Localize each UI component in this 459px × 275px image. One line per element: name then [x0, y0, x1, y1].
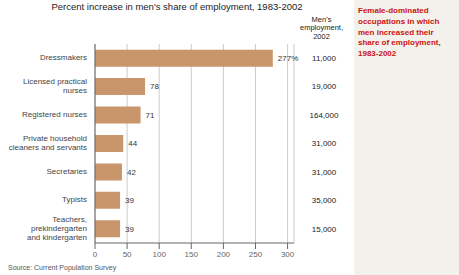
svg-text:Teachers,prekindergartenand ki: Teachers,prekindergartenand kindergarten — [27, 215, 87, 242]
svg-text:277%: 277% — [278, 54, 298, 63]
svg-text:Typists: Typists — [62, 195, 87, 204]
svg-text:100: 100 — [153, 250, 167, 259]
svg-text:39: 39 — [125, 196, 134, 205]
svg-text:300: 300 — [281, 250, 295, 259]
html-text:Female-dominated occupations i: Female-dominated occupations in which me… — [358, 6, 441, 59]
svg-text:Registered nurses: Registered nurses — [22, 110, 87, 119]
svg-text:150: 150 — [185, 250, 199, 259]
svg-text:Dressmakers: Dressmakers — [40, 53, 87, 62]
svg-text:39: 39 — [125, 225, 134, 234]
svg-text:Private householdcleaners and: Private householdcleaners and servants — [9, 134, 87, 152]
svg-text:Licensed practicalnurses: Licensed practicalnurses — [23, 77, 87, 95]
svg-text:11,000: 11,000 — [312, 54, 336, 63]
svg-text:Secretaries: Secretaries — [47, 167, 87, 176]
svg-text:19,000: 19,000 — [312, 82, 337, 91]
html-text:Percent increase in men's shar: Percent increase in men's share of emplo… — [51, 1, 303, 12]
svg-text:50: 50 — [123, 250, 132, 259]
svg-text:164,000: 164,000 — [310, 111, 339, 120]
svg-text:44: 44 — [128, 139, 137, 148]
svg-text:71: 71 — [146, 111, 155, 120]
svg-text:31,000: 31,000 — [312, 139, 337, 148]
html-text:Men's employment, 2002: Men's employment, 2002 — [300, 15, 343, 41]
svg-text:15,000: 15,000 — [312, 225, 337, 234]
svg-text:200: 200 — [217, 250, 231, 259]
svg-text:0: 0 — [93, 250, 98, 259]
html-text:Source: Current Population Sur: Source: Current Population Survey — [8, 264, 117, 271]
svg-text:42: 42 — [127, 168, 136, 177]
svg-text:35,000: 35,000 — [312, 196, 337, 205]
svg-text:78: 78 — [150, 82, 159, 91]
svg-text:31,000: 31,000 — [312, 168, 337, 177]
svg-text:250: 250 — [249, 250, 263, 259]
